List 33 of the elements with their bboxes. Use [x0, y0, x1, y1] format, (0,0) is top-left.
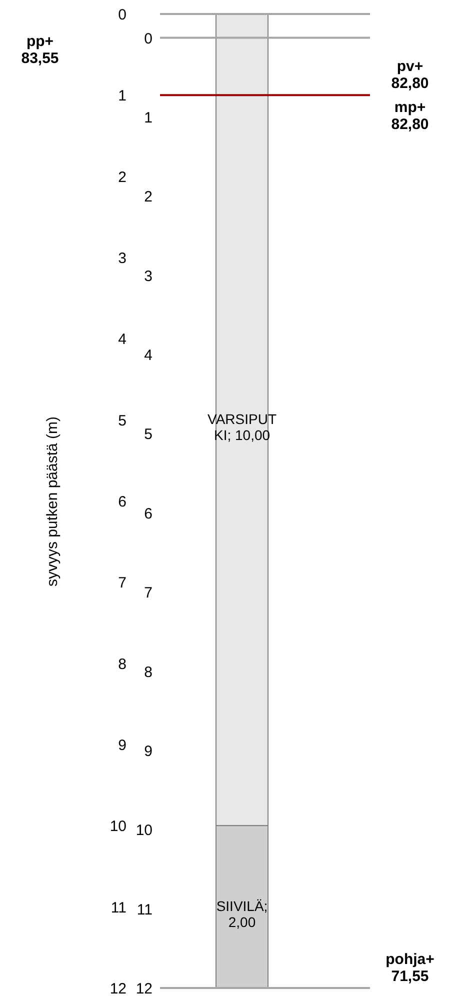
y2-tick-label: 7: [144, 584, 152, 602]
y-tick-label: 1: [118, 88, 126, 105]
y-tick-label: 3: [118, 250, 126, 267]
y-tick-label: 12: [110, 980, 126, 998]
data-label: VARSIPUTKI; 10,00: [208, 410, 277, 443]
y-tick-label: 7: [118, 574, 126, 592]
y2-tick-label: 2: [144, 188, 152, 206]
y-axis-title: syvyys putken päästä (m): [44, 416, 61, 587]
y2-tick-label: 5: [144, 426, 152, 444]
y2-tick-label: 10: [136, 822, 152, 840]
y2-tick-label: 0: [144, 30, 152, 48]
y-tick-label: 6: [118, 494, 126, 510]
y-tick-label: 10: [110, 818, 126, 836]
y-tick-label: 11: [110, 899, 126, 916]
ref-line-label: pv+ 82,80: [391, 58, 429, 92]
text: pp+ 83,55: [21, 33, 59, 67]
y-tick-label: 2: [118, 168, 126, 186]
y-tick-label: 5: [118, 412, 126, 430]
y-tick-label: 4: [118, 331, 126, 348]
y-tick-label: 9: [118, 737, 126, 754]
ref-line-label: pohja+ 71,55: [386, 951, 435, 985]
y2-tick-label: 9: [144, 742, 152, 760]
y2-tick-label: 12: [136, 980, 152, 998]
y-tick-label: 0: [118, 6, 126, 24]
text: mp+ 82,80: [391, 99, 429, 133]
y2-tick-label: 11: [136, 901, 152, 918]
y-tick-label: 8: [118, 656, 126, 673]
y2-tick-label: 6: [144, 505, 152, 522]
y2-tick-label: 1: [144, 109, 152, 126]
y2-tick-label: 4: [144, 347, 152, 364]
y2-tick-label: 8: [144, 664, 152, 681]
y2-tick-label: 3: [144, 268, 152, 285]
data-label: SIIVILÄ; 2,00: [216, 898, 268, 930]
